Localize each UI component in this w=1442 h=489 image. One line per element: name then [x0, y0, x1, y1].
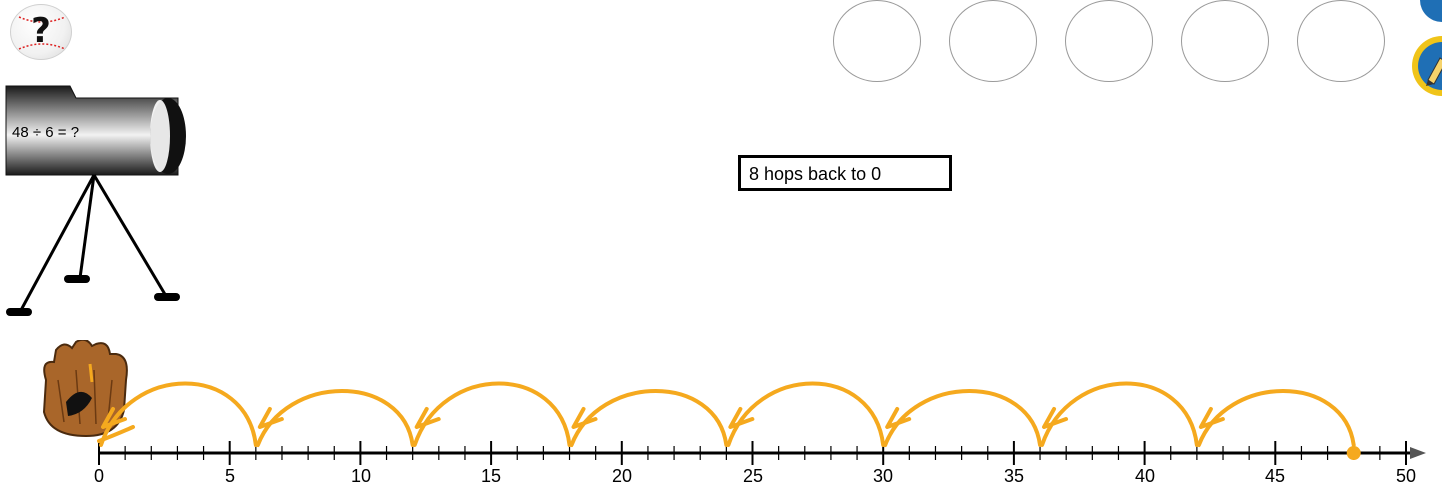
top-blue-button[interactable] [1420, 0, 1442, 22]
hop-arc [726, 381, 886, 447]
tick-label: 30 [872, 466, 894, 486]
start-point-marker [1346, 446, 1361, 460]
answer-slot[interactable] [833, 0, 921, 82]
hop-arrowhead [101, 407, 127, 429]
number-line-arrow [1410, 447, 1426, 459]
hop-arrowhead [571, 407, 598, 429]
hint-text: 8 hops back to 0 [749, 164, 882, 184]
tick-label: 25 [742, 466, 764, 486]
tick-label: 15 [480, 466, 502, 486]
tick-label: 35 [1003, 466, 1025, 486]
baseball-stitches-icon [18, 16, 66, 50]
hop-arc [99, 381, 258, 447]
tick-label: 50 [1395, 466, 1417, 486]
tick-label: 40 [1134, 466, 1156, 486]
pencil-icon [1426, 57, 1442, 86]
tick-label: 20 [611, 466, 633, 486]
tick-label: 10 [350, 466, 372, 486]
tick-label: 0 [93, 466, 104, 486]
baseball-glove-icon[interactable] [36, 340, 132, 440]
hop-arrowhead [1042, 407, 1069, 429]
number-line [97, 381, 1426, 465]
answer-slot[interactable] [949, 0, 1037, 82]
hint-box: 8 hops back to 0 [738, 155, 952, 191]
telescope-icon [5, 85, 186, 316]
hop-arrowhead [885, 407, 912, 429]
hop-arrowhead [257, 407, 284, 429]
hop-arc [412, 381, 572, 447]
hop-arrowhead [414, 407, 441, 429]
hop-arc [1040, 381, 1199, 447]
answer-slot[interactable] [1065, 0, 1153, 82]
help-button[interactable]: ? [10, 4, 72, 60]
tick-label: 45 [1264, 466, 1286, 486]
pencil-button[interactable] [1412, 36, 1442, 96]
help-question-mark: ? [31, 11, 51, 51]
hop-end-stroke [97, 425, 135, 443]
answer-slot[interactable] [1297, 0, 1385, 82]
tick-label: 5 [224, 466, 235, 486]
answer-slot[interactable] [1181, 0, 1269, 82]
side-tools [1412, 0, 1442, 96]
hop-arrowhead [728, 407, 755, 429]
hop-arrowhead [1198, 407, 1225, 429]
division-problem: 48 ÷ 6 = ? [12, 124, 80, 141]
